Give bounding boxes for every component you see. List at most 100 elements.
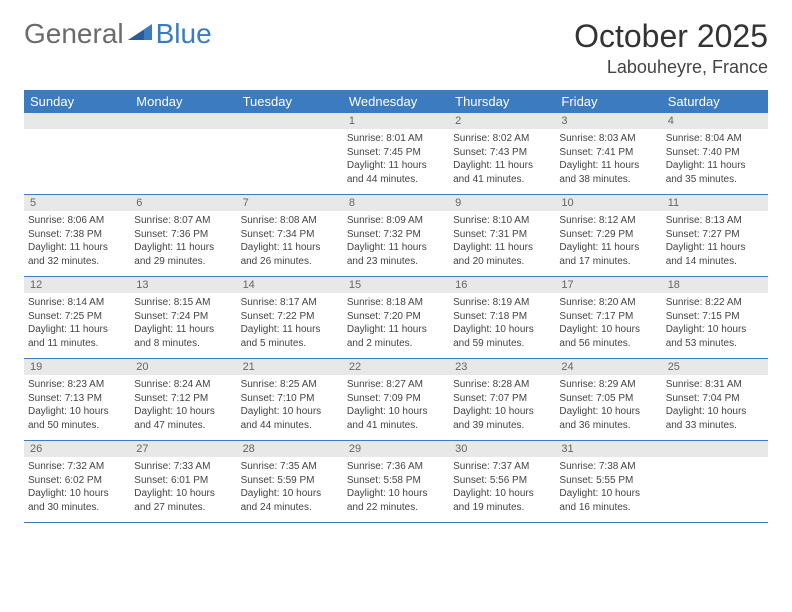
week-row: Sunrise: 8:23 AMSunset: 7:13 PMDaylight:… bbox=[24, 375, 768, 441]
day-cell-line: Daylight: 11 hours bbox=[559, 241, 657, 255]
day-cell-line: Daylight: 10 hours bbox=[453, 323, 551, 337]
day-cell-line: and 19 minutes. bbox=[453, 501, 551, 515]
day-cell-line: Sunset: 5:55 PM bbox=[559, 474, 657, 488]
day-cell-line: and 41 minutes. bbox=[347, 419, 445, 433]
day-cell-line: Sunrise: 8:19 AM bbox=[453, 296, 551, 310]
day-cell-line: Daylight: 10 hours bbox=[559, 405, 657, 419]
day-cell-line: Daylight: 10 hours bbox=[559, 487, 657, 501]
day-cell bbox=[662, 457, 768, 523]
day-cell: Sunrise: 8:20 AMSunset: 7:17 PMDaylight:… bbox=[555, 293, 661, 359]
day-cell-line: Sunset: 7:20 PM bbox=[347, 310, 445, 324]
header: General Blue October 2025 Labouheyre, Fr… bbox=[24, 18, 768, 78]
day-number: 5 bbox=[24, 195, 130, 212]
day-cell: Sunrise: 8:01 AMSunset: 7:45 PMDaylight:… bbox=[343, 129, 449, 195]
day-number: 14 bbox=[237, 277, 343, 294]
day-header: Thursday bbox=[449, 90, 555, 113]
day-number bbox=[24, 113, 130, 129]
day-cell-line: Sunrise: 8:31 AM bbox=[666, 378, 764, 392]
day-cell-line: Sunset: 7:38 PM bbox=[28, 228, 126, 242]
day-cell: Sunrise: 8:19 AMSunset: 7:18 PMDaylight:… bbox=[449, 293, 555, 359]
day-cell-line: Sunset: 7:32 PM bbox=[347, 228, 445, 242]
day-cell-line: and 36 minutes. bbox=[559, 419, 657, 433]
brand-part1: General bbox=[24, 18, 124, 50]
day-cell-line: Sunset: 7:09 PM bbox=[347, 392, 445, 406]
day-number: 15 bbox=[343, 277, 449, 294]
day-cell: Sunrise: 8:02 AMSunset: 7:43 PMDaylight:… bbox=[449, 129, 555, 195]
day-cell-line: Daylight: 10 hours bbox=[347, 487, 445, 501]
daynum-row: 1234 bbox=[24, 113, 768, 129]
day-cell-line: Daylight: 10 hours bbox=[28, 405, 126, 419]
day-cell-line: Sunset: 7:18 PM bbox=[453, 310, 551, 324]
day-cell-line: and 38 minutes. bbox=[559, 173, 657, 187]
day-cell-line: Daylight: 10 hours bbox=[453, 487, 551, 501]
day-cell-line: Sunrise: 8:15 AM bbox=[134, 296, 232, 310]
day-cell-line: and 8 minutes. bbox=[134, 337, 232, 351]
day-cell-line: and 20 minutes. bbox=[453, 255, 551, 269]
day-cell: Sunrise: 8:18 AMSunset: 7:20 PMDaylight:… bbox=[343, 293, 449, 359]
day-number: 29 bbox=[343, 441, 449, 458]
day-cell: Sunrise: 8:25 AMSunset: 7:10 PMDaylight:… bbox=[237, 375, 343, 441]
day-cell: Sunrise: 8:13 AMSunset: 7:27 PMDaylight:… bbox=[662, 211, 768, 277]
day-cell-line: Sunset: 7:22 PM bbox=[241, 310, 339, 324]
day-cell-line: Daylight: 11 hours bbox=[347, 323, 445, 337]
day-cell-line: Sunrise: 8:24 AM bbox=[134, 378, 232, 392]
day-cell: Sunrise: 8:23 AMSunset: 7:13 PMDaylight:… bbox=[24, 375, 130, 441]
day-cell: Sunrise: 8:10 AMSunset: 7:31 PMDaylight:… bbox=[449, 211, 555, 277]
location-label: Labouheyre, France bbox=[574, 57, 768, 78]
day-cell-line: Sunrise: 8:17 AM bbox=[241, 296, 339, 310]
day-cell-line: Sunset: 7:43 PM bbox=[453, 146, 551, 160]
day-cell: Sunrise: 8:31 AMSunset: 7:04 PMDaylight:… bbox=[662, 375, 768, 441]
day-number: 25 bbox=[662, 359, 768, 376]
day-cell-line: Sunset: 7:12 PM bbox=[134, 392, 232, 406]
day-cell-line: Daylight: 10 hours bbox=[559, 323, 657, 337]
day-cell-line: Sunrise: 8:27 AM bbox=[347, 378, 445, 392]
day-cell-line: Sunrise: 8:08 AM bbox=[241, 214, 339, 228]
day-number bbox=[130, 113, 236, 129]
day-cell-line: Sunset: 7:05 PM bbox=[559, 392, 657, 406]
day-number: 11 bbox=[662, 195, 768, 212]
day-cell-line: Sunset: 5:59 PM bbox=[241, 474, 339, 488]
day-cell-line: Daylight: 10 hours bbox=[28, 487, 126, 501]
day-number bbox=[237, 113, 343, 129]
day-number: 12 bbox=[24, 277, 130, 294]
day-cell-line: Sunset: 7:04 PM bbox=[666, 392, 764, 406]
day-cell-line: Daylight: 11 hours bbox=[134, 323, 232, 337]
day-number: 8 bbox=[343, 195, 449, 212]
day-cell: Sunrise: 8:03 AMSunset: 7:41 PMDaylight:… bbox=[555, 129, 661, 195]
day-cell-line: Sunrise: 7:32 AM bbox=[28, 460, 126, 474]
day-cell-line: Sunset: 7:31 PM bbox=[453, 228, 551, 242]
day-cell: Sunrise: 8:24 AMSunset: 7:12 PMDaylight:… bbox=[130, 375, 236, 441]
day-cell-line: Sunrise: 7:35 AM bbox=[241, 460, 339, 474]
day-cell-line: Sunrise: 8:25 AM bbox=[241, 378, 339, 392]
day-cell-line: Daylight: 10 hours bbox=[134, 487, 232, 501]
brand-part2: Blue bbox=[156, 18, 212, 50]
day-cell-line: Sunset: 5:58 PM bbox=[347, 474, 445, 488]
day-cell: Sunrise: 7:35 AMSunset: 5:59 PMDaylight:… bbox=[237, 457, 343, 523]
day-cell-line: and 27 minutes. bbox=[134, 501, 232, 515]
day-header: Friday bbox=[555, 90, 661, 113]
day-cell-line: Sunset: 7:25 PM bbox=[28, 310, 126, 324]
week-row: Sunrise: 8:06 AMSunset: 7:38 PMDaylight:… bbox=[24, 211, 768, 277]
day-cell-line: Daylight: 11 hours bbox=[559, 159, 657, 173]
day-cell-line: and 41 minutes. bbox=[453, 173, 551, 187]
day-cell-line: Daylight: 11 hours bbox=[28, 241, 126, 255]
day-number: 17 bbox=[555, 277, 661, 294]
day-cell-line: Sunset: 7:45 PM bbox=[347, 146, 445, 160]
day-cell: Sunrise: 8:22 AMSunset: 7:15 PMDaylight:… bbox=[662, 293, 768, 359]
day-number: 26 bbox=[24, 441, 130, 458]
day-cell-line: and 17 minutes. bbox=[559, 255, 657, 269]
day-cell-line: Sunset: 7:34 PM bbox=[241, 228, 339, 242]
day-number: 9 bbox=[449, 195, 555, 212]
day-cell-line: Sunrise: 8:18 AM bbox=[347, 296, 445, 310]
day-number: 24 bbox=[555, 359, 661, 376]
day-number: 21 bbox=[237, 359, 343, 376]
day-cell-line: and 33 minutes. bbox=[666, 419, 764, 433]
day-cell-line: Daylight: 10 hours bbox=[347, 405, 445, 419]
day-number: 7 bbox=[237, 195, 343, 212]
day-number: 10 bbox=[555, 195, 661, 212]
day-cell-line: Sunrise: 8:12 AM bbox=[559, 214, 657, 228]
day-number: 19 bbox=[24, 359, 130, 376]
day-cell-line: and 44 minutes. bbox=[241, 419, 339, 433]
day-cell-line: and 44 minutes. bbox=[347, 173, 445, 187]
day-cell-line: and 50 minutes. bbox=[28, 419, 126, 433]
